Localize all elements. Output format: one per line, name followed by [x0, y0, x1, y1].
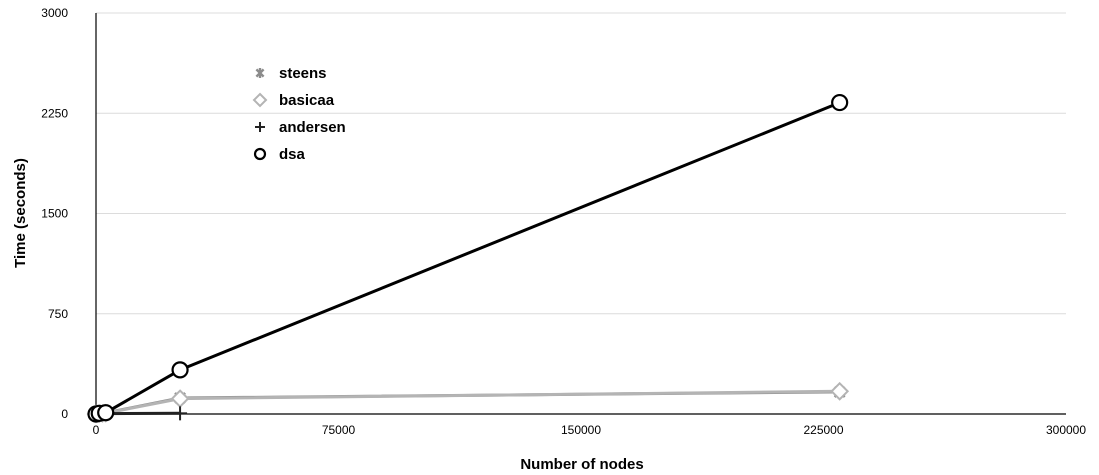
series-dsa [87, 93, 849, 423]
x-tick-label: 225000 [803, 423, 843, 437]
y-axis-title: Time (seconds) [12, 158, 29, 268]
diamond-marker [170, 389, 190, 409]
legend-item-dsa: dsa [253, 146, 306, 163]
x-tick-label: 0 [93, 423, 100, 437]
legend-item-steens: steens [255, 65, 327, 82]
y-tick-label: 1500 [41, 207, 68, 221]
axes [95, 13, 1066, 415]
basicaa-line [95, 389, 840, 416]
x-tick-label: 150000 [561, 423, 601, 437]
x-tick-label: 300000 [1046, 423, 1086, 437]
series-basicaa [86, 381, 850, 424]
y-tick-label: 2250 [41, 106, 68, 120]
legend: steens basicaa andersen dsa [252, 65, 346, 163]
y-tick-label: 0 [61, 407, 68, 421]
diamond-marker [830, 381, 850, 401]
circle-marker [97, 404, 115, 422]
legend-label: steens [279, 65, 327, 82]
x-tick-label: 75000 [322, 423, 356, 437]
series-steens [90, 384, 846, 421]
y-tick-label: 3000 [41, 6, 68, 20]
legend-label: andersen [279, 119, 346, 136]
diamond-marker [252, 92, 268, 108]
y-tick-label: 750 [48, 307, 68, 321]
plus-marker [255, 122, 265, 132]
legend-item-andersen: andersen [255, 119, 346, 136]
y-tick-labels: 0 750 1500 2250 3000 [41, 6, 68, 421]
asterisk-stroke [255, 68, 265, 78]
legend-label: basicaa [279, 92, 335, 109]
grid [96, 12, 1066, 315]
circle-marker [171, 361, 189, 379]
series [86, 93, 850, 424]
plus-marker [173, 406, 188, 421]
x-axis-title: Number of nodes [520, 456, 643, 473]
x-tick-labels: 0 75000 150000 225000 300000 [93, 423, 1087, 437]
asterisk-marker [255, 68, 265, 78]
dsa-line [95, 101, 841, 416]
legend-label: dsa [279, 146, 306, 163]
circle-marker [253, 147, 267, 161]
circle-marker [831, 93, 849, 112]
legend-item-basicaa: basicaa [252, 92, 335, 109]
